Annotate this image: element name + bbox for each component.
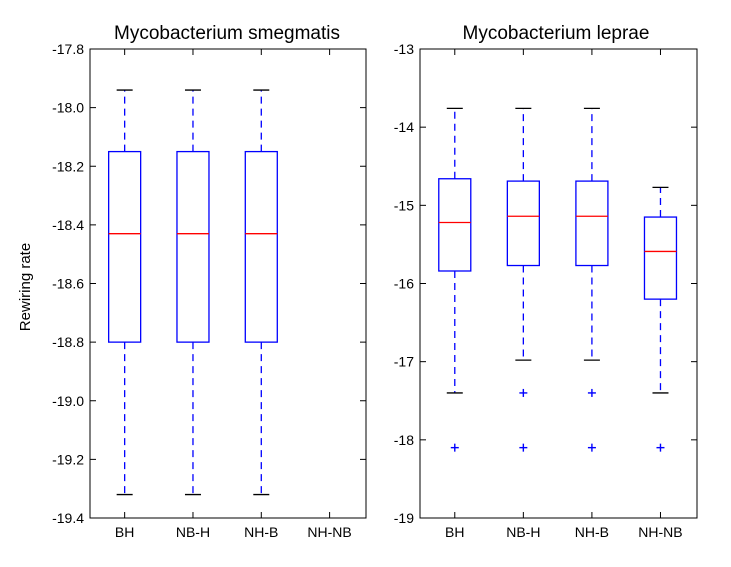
y-tick-label: -19.2 [52, 451, 84, 467]
left-panel-y-axis-label: Rewiring rate [17, 243, 34, 331]
y-tick-label: -17.8 [52, 41, 84, 57]
y-tick-label: -13 [394, 41, 414, 57]
box-iqr [244, 150, 278, 343]
x-tick-label: NB-H [506, 524, 540, 540]
plot-frame [419, 48, 698, 519]
y-tick-label: -18.6 [52, 276, 84, 292]
x-tick-label: NH-B [575, 524, 609, 540]
x-tick-label: NB-H [176, 524, 210, 540]
y-tick-label: -18.0 [52, 100, 84, 116]
right-panel-title: Mycobacterium leprae [463, 23, 650, 44]
plot-frame [89, 48, 367, 519]
x-tick-label: NH-NB [638, 524, 682, 540]
y-tick-label: -17 [394, 354, 414, 370]
box-iqr [506, 180, 540, 267]
box-iqr [176, 150, 210, 343]
y-tick-label: -18.4 [52, 217, 84, 233]
y-tick-label: -18.2 [52, 158, 84, 174]
box-iqr [575, 180, 609, 267]
x-tick-label: BH [115, 524, 134, 540]
left-panel-plot-area: -17.8 -18.0 -18.2 -18.4 -18.6 -18.8 -19.0 -19.2… [52, 41, 367, 540]
y-tick-label: -19.0 [52, 393, 84, 409]
y-tick-label: -18 [394, 432, 414, 448]
left-panel-title: Mycobacterium smegmatis [114, 23, 340, 44]
y-tick-label: -16 [394, 276, 414, 292]
x-tick-label: NH-B [244, 524, 278, 540]
y-tick-label: -19 [394, 510, 414, 526]
x-tick-label: BH [445, 524, 464, 540]
y-tick-label: -19.4 [52, 510, 84, 526]
box-iqr [108, 150, 142, 343]
y-tick-label: -18.8 [52, 334, 84, 350]
box-iqr [438, 178, 472, 272]
right-panel-plot-area: -13 -14 -15 -16 -17 -18 -19 BH NB-H NH-B NH-NB [394, 41, 698, 540]
x-tick-label: NH-NB [307, 524, 351, 540]
y-tick-label: -14 [394, 119, 414, 135]
box-iqr [643, 216, 678, 300]
y-tick-label: -15 [394, 197, 414, 213]
